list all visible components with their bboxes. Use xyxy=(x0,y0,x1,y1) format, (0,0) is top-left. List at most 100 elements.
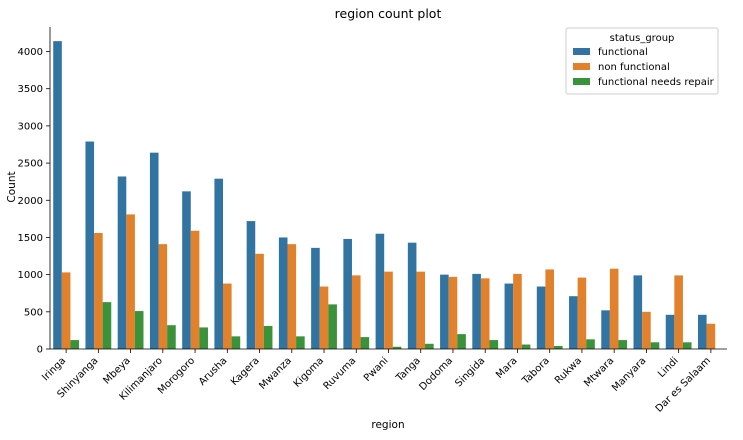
bar-functional-needs-repair-Iringa xyxy=(70,340,80,349)
bar-functional-needs-repair-Mbeya xyxy=(134,311,144,349)
bar-non-functional-Dodoma xyxy=(448,276,458,349)
bar-functional-needs-repair-Mara xyxy=(521,344,531,349)
y-tick-label: 0 xyxy=(37,345,43,356)
x-tick-label: Arusha xyxy=(197,355,230,388)
bar-non-functional-Arusha xyxy=(223,283,232,349)
bar-functional-Morogoro xyxy=(182,191,191,349)
bars-layer xyxy=(53,41,716,349)
bar-functional-Singida xyxy=(472,273,481,349)
bar-functional-Tabora xyxy=(536,286,546,349)
bar-functional-needs-repair-Lindi xyxy=(682,342,692,349)
x-tick-label: Dar es Salaam xyxy=(654,355,713,414)
x-tick-label: Manyara xyxy=(610,355,648,393)
x-axis-label: region xyxy=(371,419,404,431)
bar-functional-needs-repair-Kagera xyxy=(263,325,273,349)
y-axis-label: Count xyxy=(6,171,18,202)
x-tick-label: Rukwa xyxy=(553,355,584,386)
bar-non-functional-Ruvuma xyxy=(351,275,361,349)
legend-items: functional non functional functional needs… xyxy=(573,47,715,88)
bar-functional-Dar-es-Salaam xyxy=(697,314,707,349)
bar-non-functional-Tanga xyxy=(416,271,426,349)
y-tick-label: 500 xyxy=(24,307,43,318)
legend-frame xyxy=(565,27,719,95)
x-tick-label: Mara xyxy=(494,355,519,380)
bar-non-functional-Tabora xyxy=(545,269,554,349)
bar-functional-Mtwara xyxy=(601,310,610,349)
x-tick-label: Kagera xyxy=(229,355,262,388)
legend-swatch xyxy=(573,78,590,85)
bar-non-functional-Pwani xyxy=(384,271,393,349)
bar-non-functional-Mara xyxy=(513,273,522,349)
x-tick-label: Tabora xyxy=(520,355,552,387)
legend-title: status_group xyxy=(610,33,675,44)
bar-functional-Shinyanga xyxy=(85,141,95,349)
bar-functional-needs-repair-Tanga xyxy=(425,343,434,349)
bar-functional-Mara xyxy=(504,283,514,349)
legend-label: functional needs repair xyxy=(598,77,715,88)
bar-non-functional-Shinyanga xyxy=(94,232,103,349)
bar-functional-Kagera xyxy=(246,221,256,349)
bar-non-functional-Rukwa xyxy=(577,277,587,349)
y-tick-label: 3000 xyxy=(18,121,43,132)
bar-non-functional-Manyara xyxy=(642,311,651,349)
x-tick-label: Tanga xyxy=(394,355,423,384)
bar-functional-Kigoma xyxy=(311,247,320,349)
bar-functional-needs-repair-Arusha xyxy=(231,336,241,349)
bar-non-functional-Dar-es-Salaam xyxy=(706,323,716,349)
bar-functional-needs-repair-Tabora xyxy=(553,346,563,349)
bar-functional-Ruvuma xyxy=(343,238,352,349)
bar-functional-Iringa xyxy=(53,41,62,349)
legend-label: non functional xyxy=(598,62,670,73)
bar-functional-Pwani xyxy=(375,233,385,349)
x-tick-label: Dodoma xyxy=(418,355,456,393)
bar-functional-needs-repair-Mwanza xyxy=(296,336,305,349)
bar-functional-Lindi xyxy=(665,314,675,349)
bar-functional-needs-repair-Kigoma xyxy=(328,304,337,349)
legend-swatch xyxy=(573,48,590,55)
bar-non-functional-Morogoro xyxy=(190,230,200,349)
bar-functional-needs-repair-Dodoma xyxy=(457,334,466,349)
bar-functional-needs-repair-Morogoro xyxy=(199,327,208,349)
bar-non-functional-Mbeya xyxy=(126,214,135,349)
y-tick-label: 2000 xyxy=(18,196,43,207)
y-tick-label: 3500 xyxy=(18,84,43,95)
bar-functional-Mbeya xyxy=(117,176,127,349)
bar-functional-Kilimanjaro xyxy=(149,152,159,349)
legend-label: functional xyxy=(598,47,648,58)
x-tick-label: Pwani xyxy=(362,355,391,384)
bar-non-functional-Iringa xyxy=(61,272,71,349)
bar-functional-Arusha xyxy=(214,178,224,349)
bar-functional-Manyara xyxy=(633,275,643,349)
bar-functional-needs-repair-Singida xyxy=(489,340,499,349)
bar-functional-needs-repair-Kilimanjaro xyxy=(167,325,176,349)
bar-functional-needs-repair-Manyara xyxy=(650,342,660,349)
y-tick-label: 1500 xyxy=(18,233,43,244)
x-tick-label: Iringa xyxy=(40,355,68,383)
chart-title: region count plot xyxy=(335,6,442,21)
bar-functional-Tanga xyxy=(407,242,417,349)
x-tick-label: Mwanza xyxy=(257,355,294,392)
bar-functional-Rukwa xyxy=(569,296,578,349)
y-tick-label: 1000 xyxy=(18,270,43,281)
bar-non-functional-Kilimanjaro xyxy=(158,244,168,349)
bar-non-functional-Mtwara xyxy=(609,268,619,349)
bar-non-functional-Kagera xyxy=(255,253,264,349)
x-tick-label: Mbeya xyxy=(101,355,132,386)
legend-swatch xyxy=(573,63,590,70)
bar-non-functional-Lindi xyxy=(674,275,683,349)
bar-functional-Mwanza xyxy=(278,237,288,349)
y-tick-label: 2500 xyxy=(18,159,43,170)
bar-functional-Dodoma xyxy=(440,274,449,349)
bar-non-functional-Mwanza xyxy=(287,244,297,349)
bar-functional-needs-repair-Rukwa xyxy=(586,339,595,349)
x-tick-label: Ruvuma xyxy=(322,355,359,392)
bar-non-functional-Singida xyxy=(480,278,490,349)
bar-functional-needs-repair-Shinyanga xyxy=(102,302,112,349)
y-tick-label: 4000 xyxy=(18,47,43,58)
bar-functional-needs-repair-Pwani xyxy=(392,346,402,349)
x-tick-label: Lindi xyxy=(656,355,681,380)
bar-functional-needs-repair-Ruvuma xyxy=(360,337,370,349)
